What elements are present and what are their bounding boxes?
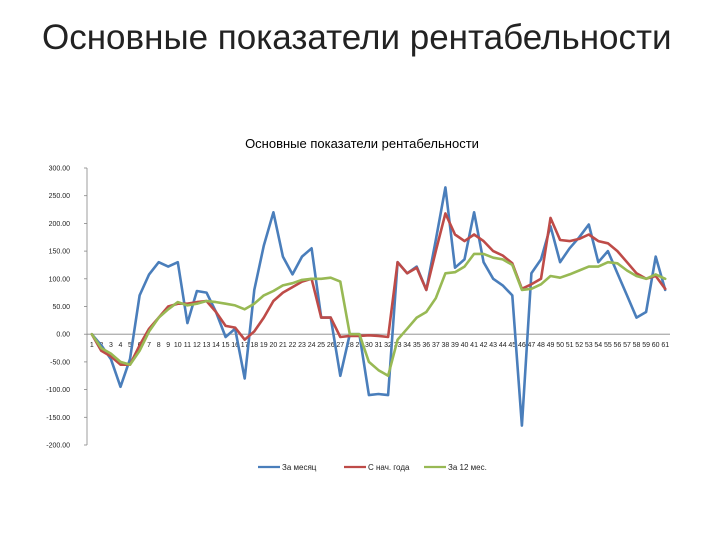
x-tick-label: 17 [241, 342, 249, 349]
x-tick-label: 4 [118, 342, 122, 349]
x-tick-label: 22 [289, 342, 297, 349]
x-tick-label: 5 [128, 342, 132, 349]
x-tick-label: 16 [231, 342, 239, 349]
chart-title: Основные показатели рентабельности [245, 136, 479, 151]
x-tick-label: 26 [327, 342, 335, 349]
x-tick-label: 23 [298, 342, 306, 349]
x-tick-label: 53 [585, 342, 593, 349]
series-line-3 [90, 252, 667, 378]
y-tick-label: -100.00 [46, 387, 70, 394]
x-tick-label: 39 [451, 342, 459, 349]
x-tick-label: 54 [594, 342, 602, 349]
x-tick-label: 15 [222, 342, 230, 349]
x-tick-label: 20 [269, 342, 277, 349]
x-tick-label: 35 [413, 342, 421, 349]
x-tick-label: 10 [174, 342, 182, 349]
y-tick-label: -200.00 [46, 443, 70, 450]
x-tick-label: 30 [365, 342, 373, 349]
x-tick-label: 14 [212, 342, 220, 349]
x-tick-label: 29 [355, 342, 363, 349]
x-tick-label: 61 [661, 342, 669, 349]
x-tick-label: 52 [575, 342, 583, 349]
legend: За месяц С нач. года За 12 мес. [258, 463, 487, 472]
x-tick-label: 51 [566, 342, 574, 349]
legend-label-1: За месяц [282, 463, 317, 472]
legend-label-3: За 12 мес. [448, 463, 487, 472]
x-tick-label: 34 [403, 342, 411, 349]
x-tick-label: 19 [260, 342, 268, 349]
x-tick-label: 45 [508, 342, 516, 349]
x-tick-label: 12 [193, 342, 201, 349]
series-line-2 [90, 212, 667, 367]
x-tick-label: 38 [442, 342, 450, 349]
x-tick-label: 47 [528, 342, 536, 349]
x-axis-labels: 1 2 3 4 5 6 7 8 9 10 11 12 13 14 15 16 17 18 19 20 21 22 23 24 2… [90, 342, 669, 349]
x-tick-label: 44 [499, 342, 507, 349]
x-tick-label: 3 [109, 342, 113, 349]
y-tick-label: 150.00 [49, 249, 71, 256]
y-tick-label: 100.00 [49, 276, 71, 283]
x-tick-label: 11 [184, 342, 191, 349]
x-tick-label: 57 [623, 342, 631, 349]
x-tick-label: 42 [480, 342, 488, 349]
x-tick-label: 9 [166, 342, 170, 349]
x-tick-label: 60 [652, 342, 660, 349]
slide-title: Основные показатели рентабельности [42, 18, 672, 57]
y-axis-labels: -200.00 -150.00 -100.00 -50.00 0.00 50.00 100.… [46, 166, 70, 450]
x-tick-label: 18 [250, 342, 258, 349]
y-tick-label: -50.00 [50, 359, 70, 366]
y-tick-label: 200.00 [49, 221, 71, 228]
x-tick-label: 24 [308, 342, 316, 349]
x-tick-label: 58 [633, 342, 641, 349]
x-tick-label: 37 [432, 342, 440, 349]
x-tick-label: 50 [556, 342, 564, 349]
x-tick-label: 33 [394, 342, 402, 349]
x-tick-label: 31 [375, 342, 383, 349]
y-tick-label: -150.00 [46, 415, 70, 422]
x-tick-label: 40 [461, 342, 469, 349]
x-tick-label: 56 [614, 342, 622, 349]
x-tick-label: 28 [346, 342, 354, 349]
y-tick-label: 50.00 [52, 304, 70, 311]
x-tick-label: 36 [422, 342, 430, 349]
x-tick-label: 1 [90, 342, 94, 349]
series-line-1 [90, 186, 667, 427]
y-tick-label: 250.00 [49, 193, 71, 200]
series-lines [90, 186, 667, 427]
x-tick-label: 7 [147, 342, 151, 349]
legend-label-2: С нач. года [368, 463, 410, 472]
axes [84, 167, 670, 446]
y-tick-label: 300.00 [49, 166, 71, 173]
x-tick-label: 46 [518, 342, 526, 349]
x-tick-label: 59 [642, 342, 650, 349]
x-tick-label: 43 [489, 342, 497, 349]
x-tick-label: 8 [157, 342, 161, 349]
x-tick-label: 55 [604, 342, 612, 349]
y-tick-label: 0.00 [56, 332, 70, 339]
x-tick-label: 13 [203, 342, 211, 349]
x-tick-label: 21 [279, 342, 287, 349]
x-tick-label: 41 [470, 342, 478, 349]
x-tick-label: 48 [537, 342, 545, 349]
x-tick-label: 49 [547, 342, 555, 349]
x-tick-label: 32 [384, 342, 392, 349]
x-tick-label: 25 [317, 342, 325, 349]
x-tick-label: 27 [336, 342, 344, 349]
